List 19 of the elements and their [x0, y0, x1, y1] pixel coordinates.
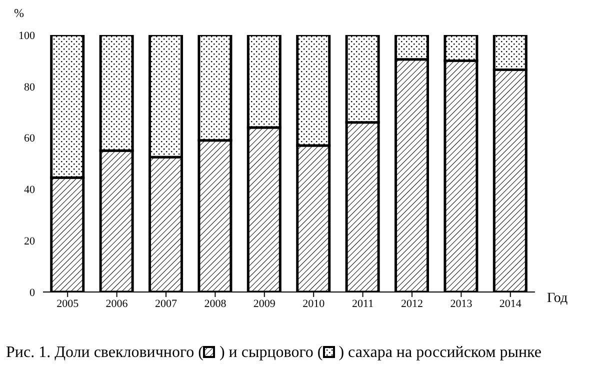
y-tick-label: 40	[24, 184, 36, 196]
y-tick-label: 20	[24, 236, 36, 248]
x-tick-label: 2014	[499, 298, 522, 310]
x-axis-title: Год	[547, 291, 568, 307]
y-tick-label: 80	[24, 81, 36, 94]
text: Рис. 1. Доли свекловичного ( ) и сырцового ( ) сахара на российском рынке	[6, 344, 542, 362]
x-tick-label: 2005	[56, 298, 80, 310]
y-tick-label: 100	[18, 30, 36, 42]
x-tick-label: 2007	[155, 298, 178, 310]
x-tick-label: 2010	[302, 298, 326, 310]
y-tick-label: 0	[30, 286, 36, 299]
x-tick-label: 2008	[204, 298, 227, 310]
x-tick-label: 2009	[253, 298, 276, 310]
y-tick-label: 60	[24, 132, 36, 145]
x-tick-label: 2006	[106, 298, 128, 310]
x-tick-label: 2012	[401, 298, 423, 310]
y-axis-title: %	[14, 6, 24, 21]
x-tick-label: 2011	[352, 298, 374, 310]
x-tick-label: 2013	[450, 298, 473, 310]
